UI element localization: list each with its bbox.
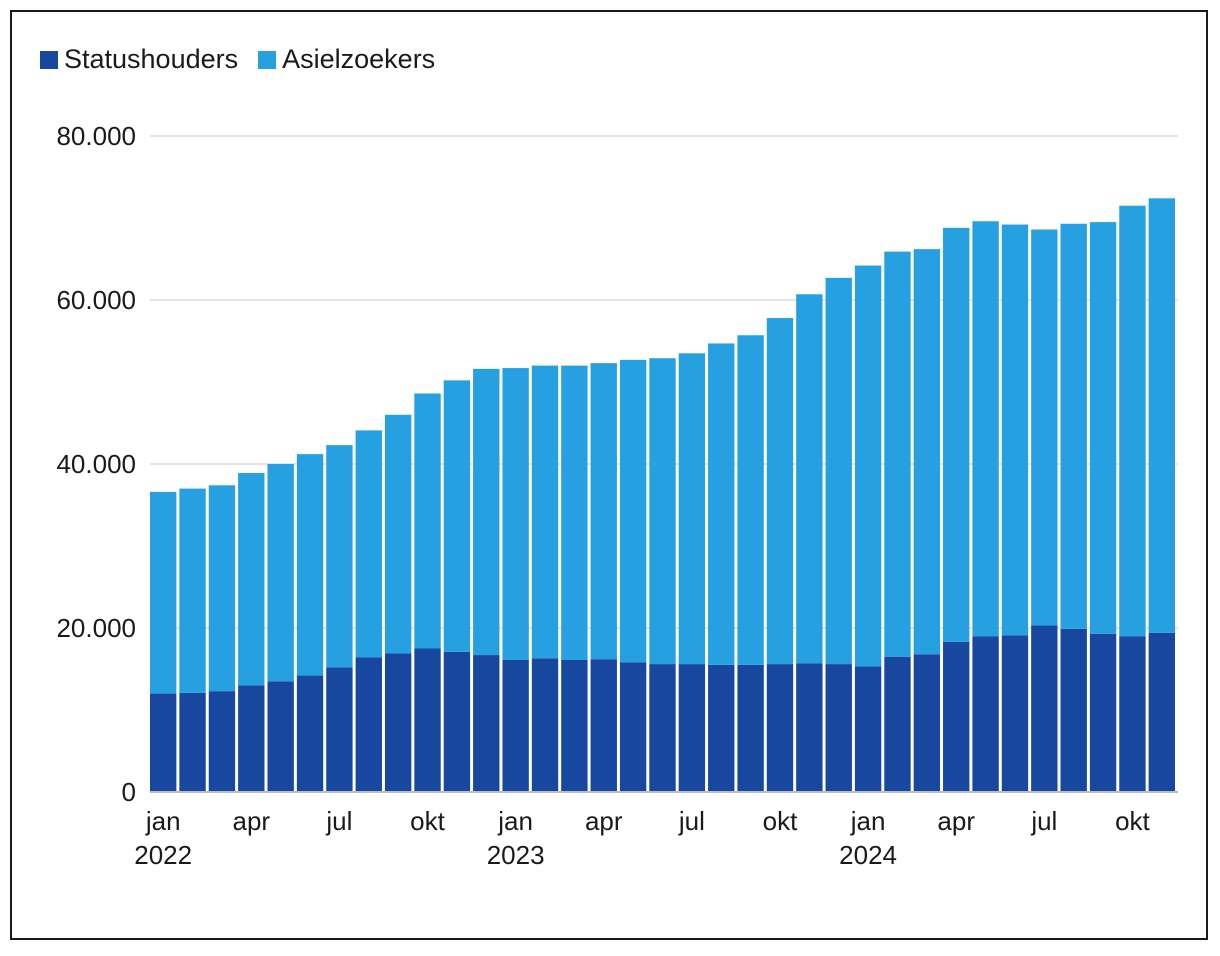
x-tick-label-month: apr: [937, 806, 975, 836]
bar-statushouders-2023-09: [737, 664, 764, 792]
y-tick-label: 80.000: [56, 121, 136, 151]
legend-item-asielzoekers: Asielzoekers: [258, 44, 435, 75]
x-tick-label-month: jul: [325, 806, 352, 836]
bar-asielzoekers-2022-12: [473, 368, 500, 656]
bar-asielzoekers-2024-09: [1089, 222, 1117, 634]
bar-asielzoekers-2024-06: [1001, 224, 1029, 636]
y-tick-label: 60.000: [56, 285, 136, 315]
bar-statushouders-2024-08: [1060, 628, 1087, 792]
bar-asielzoekers-2024-08: [1060, 223, 1087, 629]
x-tick-label-month: jul: [1030, 806, 1057, 836]
bar-asielzoekers-2022-02: [179, 488, 206, 693]
bar-statushouders-2023-10: [766, 664, 794, 792]
x-tick-label-year: 2024: [839, 840, 897, 870]
bar-statushouders-2022-09: [384, 653, 412, 792]
bar-asielzoekers-2022-11: [443, 380, 471, 652]
bar-statushouders-2022-02: [179, 692, 206, 792]
bar-asielzoekers-2023-11: [796, 294, 823, 664]
bar-asielzoekers-2024-04: [943, 227, 970, 642]
bar-asielzoekers-2022-04: [238, 473, 265, 686]
bar-statushouders-2023-04: [590, 659, 617, 792]
bar-asielzoekers-2024-02: [884, 251, 911, 657]
bar-statushouders-2024-09: [1089, 633, 1117, 792]
bar-statushouders-2024-10: [1119, 636, 1146, 792]
bar-statushouders-2023-03: [561, 659, 588, 792]
x-tick-label-year: 2022: [134, 840, 192, 870]
bar-asielzoekers-2022-06: [296, 454, 324, 676]
bar-statushouders-2022-07: [326, 667, 353, 792]
bar-statushouders-2023-11: [796, 663, 823, 792]
x-tick-label-month: apr: [585, 806, 623, 836]
bar-statushouders-2024-01: [854, 666, 882, 792]
x-tick-label-month: jan: [850, 806, 886, 836]
y-tick-label: 0: [122, 777, 136, 807]
bar-statushouders-2022-03: [208, 691, 236, 792]
bar-asielzoekers-2022-08: [355, 430, 382, 658]
bar-statushouders-2023-05: [619, 662, 647, 792]
bar-statushouders-2023-06: [649, 664, 676, 792]
bar-statushouders-2022-05: [267, 681, 294, 792]
legend: Statushouders Asielzoekers: [40, 44, 435, 75]
x-tick-label-month: okt: [1115, 806, 1150, 836]
bar-statushouders-2024-05: [972, 636, 999, 792]
x-tick-label-month: okt: [763, 806, 798, 836]
bar-statushouders-2022-08: [355, 657, 382, 792]
bar-asielzoekers-2022-10: [414, 393, 441, 649]
x-tick-label-year: 2023: [487, 840, 545, 870]
bar-asielzoekers-2024-07: [1031, 229, 1058, 626]
bar-asielzoekers-2022-09: [384, 414, 412, 654]
legend-swatch-statushouders: [40, 50, 58, 69]
legend-swatch-asielzoekers: [258, 50, 277, 69]
x-tick-label-month: apr: [233, 806, 271, 836]
bar-asielzoekers-2023-01: [502, 368, 529, 660]
bar-asielzoekers-2023-10: [766, 318, 794, 665]
bar-statushouders-2024-03: [913, 654, 941, 792]
bar-statushouders-2024-07: [1031, 625, 1058, 792]
bar-statushouders-2023-07: [678, 664, 706, 792]
bar-asielzoekers-2023-09: [737, 335, 764, 665]
bar-statushouders-2022-12: [473, 655, 500, 792]
legend-label-asielzoekers: Asielzoekers: [282, 44, 436, 74]
bar-asielzoekers-2024-01: [854, 265, 882, 667]
x-tick-label-month: okt: [410, 806, 445, 836]
bar-statushouders-2023-08: [708, 664, 735, 792]
bar-statushouders-2023-01: [502, 659, 529, 792]
legend-item-statushouders: Statushouders: [40, 44, 238, 75]
bar-statushouders-2022-06: [296, 675, 324, 792]
bar-asielzoekers-2024-10: [1119, 205, 1146, 637]
x-tick-label-month: jan: [497, 806, 533, 836]
bar-statushouders-2023-02: [531, 658, 559, 792]
bar-asielzoekers-2022-01: [150, 491, 177, 694]
x-tick-label-month: jul: [678, 806, 705, 836]
bar-asielzoekers-2023-02: [531, 365, 559, 659]
bar-statushouders-2022-10: [414, 648, 441, 792]
bar-asielzoekers-2023-04: [590, 363, 617, 660]
bar-asielzoekers-2023-08: [708, 343, 735, 665]
bar-asielzoekers-2024-05: [972, 221, 999, 637]
legend-label-statushouders: Statushouders: [64, 44, 239, 74]
bar-asielzoekers-2024-11: [1148, 198, 1175, 633]
bar-asielzoekers-2022-03: [208, 485, 236, 692]
bar-statushouders-2022-01: [150, 693, 177, 792]
bar-statushouders-2024-02: [884, 656, 911, 792]
bar-statushouders-2024-04: [943, 641, 970, 792]
y-tick-label: 20.000: [56, 613, 136, 643]
bar-asielzoekers-2023-12: [825, 277, 852, 665]
bar-statushouders-2024-11: [1148, 632, 1175, 792]
bar-asielzoekers-2022-05: [267, 464, 294, 682]
bar-asielzoekers-2024-03: [913, 249, 941, 655]
x-tick-label-month: jan: [145, 806, 181, 836]
bar-statushouders-2022-04: [238, 685, 265, 792]
bar-asielzoekers-2023-06: [649, 358, 676, 665]
bar-statushouders-2022-11: [443, 651, 471, 792]
chart-frame: [10, 10, 1208, 940]
y-tick-label: 40.000: [56, 449, 136, 479]
bar-statushouders-2024-06: [1001, 635, 1029, 792]
bar-statushouders-2023-12: [825, 664, 852, 792]
bar-asielzoekers-2023-05: [619, 359, 647, 663]
bar-asielzoekers-2023-03: [561, 365, 588, 660]
bar-asielzoekers-2022-07: [326, 445, 353, 668]
bar-asielzoekers-2023-07: [678, 353, 706, 665]
